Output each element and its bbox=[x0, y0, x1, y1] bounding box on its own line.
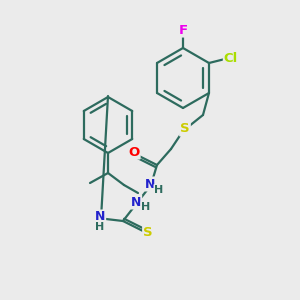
Text: H: H bbox=[154, 185, 164, 195]
Text: H: H bbox=[95, 222, 105, 232]
Text: O: O bbox=[128, 146, 140, 158]
Text: S: S bbox=[143, 226, 153, 239]
Text: Cl: Cl bbox=[224, 52, 238, 65]
Text: N: N bbox=[145, 178, 155, 190]
Text: H: H bbox=[141, 202, 151, 212]
Text: F: F bbox=[178, 23, 188, 37]
Text: S: S bbox=[180, 122, 190, 136]
Text: N: N bbox=[95, 211, 105, 224]
Text: N: N bbox=[131, 196, 141, 208]
